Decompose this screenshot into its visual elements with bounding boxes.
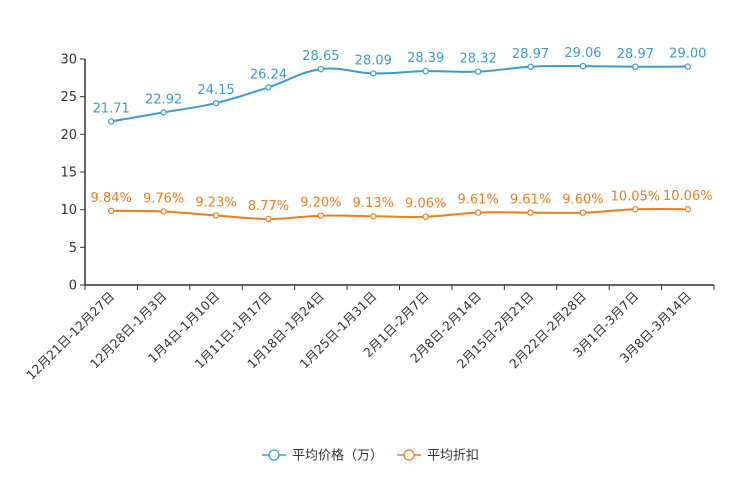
legend-label: 平均折扣	[427, 449, 479, 464]
legend-item-1[interactable]: 平均折扣	[397, 449, 479, 464]
legend-item-0[interactable]: 平均价格（万）	[262, 448, 383, 464]
data-point[interactable]	[632, 63, 639, 70]
data-label: 9.60%	[562, 193, 603, 208]
data-label: 10.05%	[611, 189, 661, 204]
y-tick-label: 5	[69, 241, 77, 256]
data-point[interactable]	[317, 212, 325, 219]
data-label: 9.13%	[353, 196, 394, 211]
legend[interactable]: 平均价格（万） 平均折扣	[262, 448, 479, 464]
data-label: 9.23%	[195, 195, 236, 210]
data-label: 24.15	[197, 83, 234, 98]
data-point[interactable]	[474, 68, 482, 75]
data-labels: 21.71 22.92 24.15 26.24 28.65 28.09 28.39 28.32…	[91, 46, 713, 214]
series-layer	[108, 62, 691, 223]
data-point[interactable]	[160, 109, 167, 116]
y-tick-label: 30	[60, 53, 77, 68]
data-label: 28.32	[460, 52, 497, 67]
data-label: 29.06	[564, 46, 601, 61]
data-label: 10.06%	[663, 189, 713, 204]
data-label: 26.24	[250, 67, 287, 82]
data-point[interactable]	[579, 62, 587, 70]
legend-marker	[403, 449, 415, 461]
data-point[interactable]	[527, 209, 534, 216]
data-point[interactable]	[108, 207, 115, 215]
data-point[interactable]	[317, 65, 325, 73]
data-label: 28.39	[407, 51, 444, 66]
data-point[interactable]	[422, 213, 429, 220]
data-point[interactable]	[370, 213, 377, 220]
data-label: 9.84%	[91, 191, 132, 206]
series-line-1	[111, 207, 688, 220]
data-point[interactable]	[527, 63, 534, 70]
data-point[interactable]	[632, 206, 639, 213]
data-label: 28.97	[617, 47, 654, 62]
data-label: 9.20%	[300, 196, 341, 211]
data-point[interactable]	[265, 84, 272, 91]
data-point[interactable]	[212, 212, 220, 219]
data-point[interactable]	[474, 209, 482, 216]
y-tick-label: 0	[69, 279, 77, 294]
series-line-0	[111, 65, 688, 123]
data-point[interactable]	[265, 215, 272, 223]
data-label: 22.92	[145, 92, 182, 107]
data-label: 9.76%	[143, 191, 184, 206]
data-label: 28.65	[302, 49, 339, 64]
data-label: 29.00	[669, 47, 706, 62]
data-label: 9.61%	[457, 193, 498, 208]
data-label: 21.71	[93, 101, 130, 116]
data-label: 8.77%	[248, 199, 289, 214]
data-point[interactable]	[684, 63, 691, 70]
x-tick-label: 12月21日-12月27日	[23, 289, 117, 383]
data-point[interactable]	[160, 208, 167, 215]
data-label: 9.61%	[510, 193, 551, 208]
data-point[interactable]	[684, 206, 691, 213]
data-point[interactable]	[422, 67, 429, 75]
y-tick-label: 15	[60, 166, 77, 181]
data-point[interactable]	[212, 99, 220, 107]
data-point[interactable]	[579, 209, 587, 216]
data-label: 9.06%	[405, 197, 446, 212]
legend-marker	[268, 449, 280, 461]
y-tick-label: 10	[60, 203, 77, 218]
data-label: 28.97	[512, 47, 549, 62]
legend-label: 平均价格（万）	[292, 448, 383, 464]
data-point[interactable]	[370, 70, 377, 77]
data-label: 28.09	[355, 53, 392, 68]
data-point[interactable]	[108, 118, 115, 125]
y-tick-label: 25	[60, 90, 77, 105]
y-tick-label: 20	[60, 128, 77, 143]
